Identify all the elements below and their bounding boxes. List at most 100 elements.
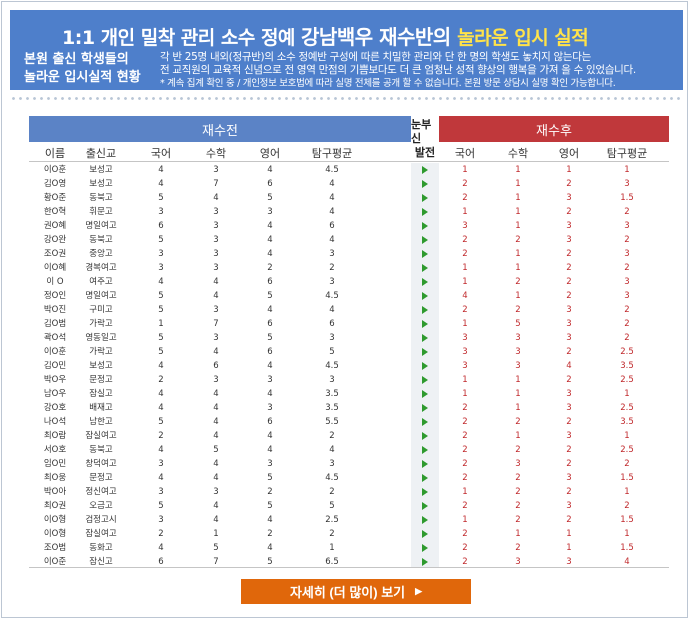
cell-inquiry-before: 4 [329, 193, 335, 203]
banner-title: 1:1 개인 밀착 관리 소수 정예 강남백우 재수반의 놀라운 입시 실적 [62, 21, 589, 50]
progress-arrow-icon [411, 248, 439, 258]
progress-arrow-icon [411, 416, 439, 426]
cell-school: 구미고 [89, 305, 113, 315]
cell-kor-before: 4 [158, 389, 164, 399]
cell-kor-before: 4 [158, 543, 164, 553]
cell-kor-after: 3 [462, 221, 468, 231]
column-header-school: 출신교 [85, 147, 117, 160]
banner-subtitle-line2: 놀라운 입시실적 현황 [24, 70, 141, 85]
cell-math-after: 2 [515, 305, 521, 315]
cell-school: 문정고 [89, 473, 113, 483]
banner-title-brand: 강남백우 재수반의 [301, 25, 458, 49]
cell-kor-after: 2 [462, 473, 468, 483]
progress-arrow-icon [411, 388, 439, 398]
cell-kor-after: 2 [462, 501, 468, 511]
cell-name: 남O우 [43, 389, 67, 399]
cell-math-after: 2 [515, 445, 521, 455]
table-row: 곽O석 영동일고 5 3 5 3 3 3 3 2 [29, 332, 669, 345]
table-row: 김O범 가락고 1 7 6 6 1 5 3 2 [29, 318, 669, 331]
cell-eng-after: 2 [566, 263, 572, 273]
progress-arrow-icon [411, 234, 439, 244]
cell-school: 잠실여고 [85, 431, 117, 441]
table-row: 이O훈 가락고 5 4 6 5 3 3 2 2.5 [29, 346, 669, 359]
cell-kor-before: 5 [158, 501, 164, 511]
cell-name: 박O우 [43, 375, 67, 385]
progress-arrow-icon [411, 444, 439, 454]
cell-kor-after: 3 [462, 347, 468, 357]
before-group-header: 재수전 [29, 116, 411, 142]
cell-kor-after: 2 [462, 193, 468, 203]
cell-math-before: 4 [213, 403, 219, 413]
cell-school: 동북고 [89, 445, 113, 455]
cell-kor-after: 2 [462, 417, 468, 427]
cell-inquiry-after: 3 [624, 179, 630, 189]
progress-arrow-icon [411, 542, 439, 552]
cell-inquiry-after: 2 [624, 333, 630, 343]
cell-eng-after: 1 [566, 529, 572, 539]
cell-math-before: 3 [213, 305, 219, 315]
view-more-button[interactable]: 자세히 (더 많이) 보기 ▶ [241, 579, 471, 604]
table-row: 박O우 문정고 2 3 3 3 1 1 2 2.5 [29, 374, 669, 387]
cell-kor-before: 2 [158, 431, 164, 441]
cell-math-before: 3 [213, 221, 219, 231]
cell-inquiry-after: 3 [624, 291, 630, 301]
cell-kor-after: 1 [462, 165, 468, 175]
table-row: 임O민 창덕여고 3 4 3 3 2 3 2 2 [29, 458, 669, 471]
cell-math-before: 3 [213, 263, 219, 273]
cell-school: 창덕여고 [85, 459, 117, 469]
cell-eng-before: 5 [267, 501, 273, 511]
table-row: 강O호 배재고 4 4 3 3.5 2 1 3 2.5 [29, 402, 669, 415]
cell-name: 황O준 [43, 193, 67, 203]
table-row: 권O혜 명일여고 6 3 4 6 3 1 3 3 [29, 220, 669, 233]
table-row: 조O범 동화고 4 5 4 1 2 2 1 1.5 [29, 542, 669, 555]
cell-math-after: 1 [515, 403, 521, 413]
cell-eng-before: 6 [267, 277, 273, 287]
cell-school: 오금고 [89, 501, 113, 511]
cell-kor-after: 2 [462, 179, 468, 189]
cell-inquiry-after: 2.5 [620, 375, 634, 385]
progress-arrow-icon [411, 500, 439, 510]
cell-kor-before: 2 [158, 529, 164, 539]
cell-kor-before: 4 [158, 473, 164, 483]
table-bottom-border [29, 567, 669, 568]
progress-arrow-icon [411, 402, 439, 412]
cell-inquiry-before: 3 [329, 249, 335, 259]
column-header-eng-after: 영어 [558, 147, 580, 160]
cell-eng-after: 3 [566, 501, 572, 511]
cell-inquiry-before: 1 [329, 543, 335, 553]
cell-kor-before: 1 [158, 319, 164, 329]
table-row: 최O웅 문정고 4 4 5 4.5 2 2 3 1.5 [29, 472, 669, 485]
banner-desc-line2: 전 교직원의 교육적 신념으로 전 영역 만점의 기쁨보다도 더 큰 엄청난 성… [160, 64, 636, 76]
cell-kor-before: 5 [158, 347, 164, 357]
banner-subtitle-line1: 본원 출신 학생들의 [24, 52, 129, 67]
cell-kor-before: 3 [158, 263, 164, 273]
table-row: 이O준 잠신고 6 7 5 6.5 2 3 3 4 [29, 556, 669, 569]
cell-eng-before: 2 [267, 487, 273, 497]
cell-inquiry-before: 2 [329, 263, 335, 273]
cell-inquiry-before: 4 [329, 305, 335, 315]
cell-name: 이O형 [43, 529, 67, 539]
column-header-name: 이름 [44, 147, 66, 160]
cell-eng-before: 5 [267, 557, 273, 567]
cell-name: 김O영 [43, 179, 67, 189]
cell-kor-after: 2 [462, 403, 468, 413]
cell-math-before: 4 [213, 193, 219, 203]
cell-kor-after: 1 [462, 375, 468, 385]
cell-eng-after: 2 [566, 515, 572, 525]
table-row: 이O형 검정고시 3 4 4 2.5 1 2 2 1.5 [29, 514, 669, 527]
cell-math-after: 2 [515, 235, 521, 245]
cell-eng-before: 3 [267, 403, 273, 413]
table-row: 강O완 동북고 5 3 4 4 2 2 3 2 [29, 234, 669, 247]
cell-name: 서O호 [43, 445, 67, 455]
cell-name: 한O혁 [43, 207, 67, 217]
cell-inquiry-before: 4 [329, 445, 335, 455]
cell-eng-after: 2 [566, 375, 572, 385]
cell-eng-before: 4 [267, 543, 273, 553]
progress-arrow-icon [411, 374, 439, 384]
cell-eng-before: 4 [267, 249, 273, 259]
cell-kor-before: 5 [158, 235, 164, 245]
cell-inquiry-before: 4.5 [325, 165, 339, 175]
chevron-right-icon: ▶ [415, 586, 423, 596]
cell-name: 강O완 [43, 235, 67, 245]
cell-kor-after: 3 [462, 361, 468, 371]
